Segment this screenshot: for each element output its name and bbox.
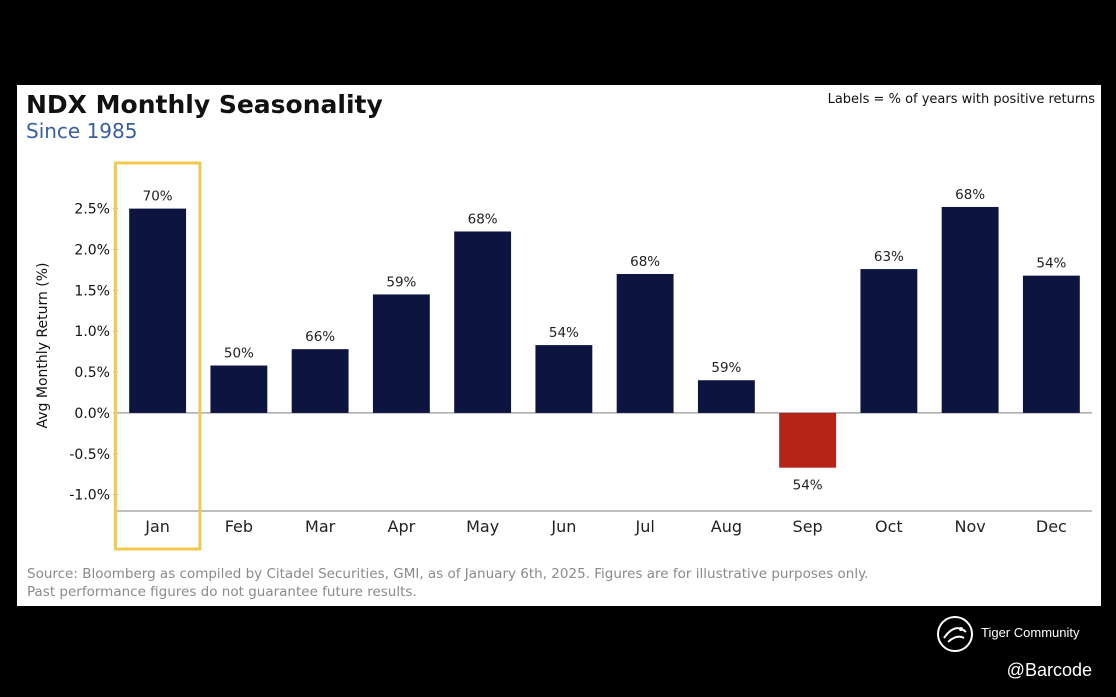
y-tick-label: -0.5% xyxy=(69,447,110,463)
x-tick-label: Nov xyxy=(955,517,986,536)
x-tick-label: Mar xyxy=(305,517,336,536)
bar-apr xyxy=(372,294,430,413)
watermark-brand: Tiger Community xyxy=(981,625,1080,640)
data-label: 70% xyxy=(143,189,173,205)
source-line-1: Source: Bloomberg as compiled by Citadel… xyxy=(27,566,869,582)
data-label: 59% xyxy=(386,274,416,290)
x-tick-label: Dec xyxy=(1036,517,1067,536)
data-label: 68% xyxy=(955,187,985,203)
chart-card: NDX Monthly Seasonality Since 1985 Label… xyxy=(17,85,1101,606)
data-label: 54% xyxy=(1036,256,1066,272)
data-label: 59% xyxy=(711,360,741,376)
bar-dec xyxy=(1022,275,1080,413)
data-label: 50% xyxy=(224,346,254,362)
watermark-handle: @Barcode xyxy=(1006,660,1092,680)
chart-title: NDX Monthly Seasonality xyxy=(26,90,383,119)
x-tick-label: May xyxy=(466,517,499,536)
bar-nov xyxy=(941,206,999,413)
bar-jan xyxy=(129,208,187,413)
bar-chart: Avg Monthly Return (%) -1.0% -0.5% 0.0% 0.5%… xyxy=(35,161,1092,551)
bar-sep xyxy=(779,412,837,468)
x-tick-label: Jul xyxy=(634,517,654,536)
y-tick-label: 1.0% xyxy=(74,324,110,340)
y-tick-label: -1.0% xyxy=(69,488,110,504)
bar-jul xyxy=(616,273,674,413)
highlight-box xyxy=(113,161,202,551)
tiger-community-logo-icon xyxy=(937,616,973,652)
y-tick-label: 2.0% xyxy=(74,242,110,258)
data-label: 54% xyxy=(793,478,823,494)
bar-may xyxy=(454,231,512,413)
chart-subtitle: Since 1985 xyxy=(26,119,138,143)
y-axis-label: Avg Monthly Return (%) xyxy=(35,262,51,428)
data-label: 54% xyxy=(549,325,579,341)
y-tick-label: 1.5% xyxy=(74,283,110,299)
x-tick-label: Oct xyxy=(875,517,903,536)
bar-oct xyxy=(860,269,918,413)
x-tick-label: Feb xyxy=(225,517,253,536)
data-label: 66% xyxy=(305,329,335,345)
y-tick-label: 0.0% xyxy=(74,406,110,422)
bar-jun xyxy=(535,345,593,413)
source-line-2: Past performance figures do not guarante… xyxy=(27,584,417,600)
chart-note: Labels = % of years with positive return… xyxy=(827,92,1095,107)
x-tick-label: Jun xyxy=(550,517,576,536)
x-tick-label: Apr xyxy=(388,517,416,536)
source-note: Source: Bloomberg as compiled by Citadel… xyxy=(27,565,868,601)
x-tick-label: Jan xyxy=(144,517,170,536)
data-label: 68% xyxy=(630,254,660,270)
x-tick-label: Aug xyxy=(711,517,742,536)
y-tick-label: 2.5% xyxy=(74,202,110,218)
data-label: 68% xyxy=(468,211,498,227)
x-tick-label: Sep xyxy=(793,517,823,536)
y-tick-label: 0.5% xyxy=(74,365,110,381)
bar-mar xyxy=(291,349,349,413)
data-label: 63% xyxy=(874,249,904,265)
bar-feb xyxy=(210,365,268,413)
bar-aug xyxy=(697,380,755,413)
